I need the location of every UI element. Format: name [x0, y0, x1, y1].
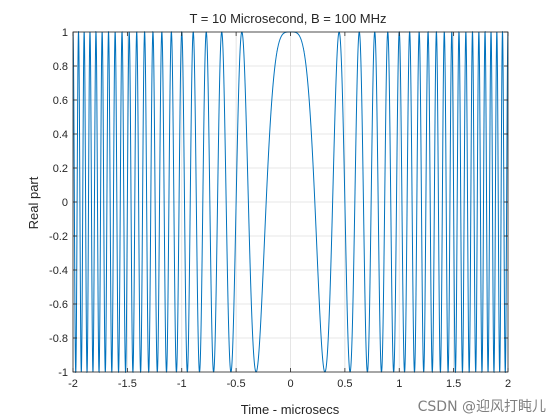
- y-tick-label: 0.8: [53, 61, 68, 73]
- x-tick-label: 1: [396, 378, 402, 390]
- y-tick-label: 1: [62, 27, 68, 39]
- y-tick-label: 0.6: [53, 95, 68, 107]
- x-tick-label: -2: [68, 378, 78, 390]
- x-tick-label: 0.5: [337, 378, 352, 390]
- y-tick-label: -0.6: [49, 299, 68, 311]
- chart-title: T = 10 Microsecond, B = 100 MHz: [189, 11, 386, 26]
- watermark: CSDN @迎风打盹儿: [417, 399, 546, 415]
- y-tick-label: 0.4: [53, 129, 68, 141]
- y-tick-label: -1: [58, 367, 68, 379]
- x-axis-label: Time - microsecs: [241, 402, 340, 417]
- y-tick-label: -0.2: [49, 231, 68, 243]
- x-tick-label: -1.5: [118, 378, 137, 390]
- x-tick-label: 0: [287, 378, 293, 390]
- y-tick-label: -0.4: [49, 265, 68, 277]
- x-tick-label: 1.5: [446, 378, 461, 390]
- y-tick-label: 0: [62, 197, 68, 209]
- axis-ticks: -2 -1.5 -1 -0.5 0 0.5 1 1.5 2 -1 -0.8 -0.6 -0.4 -0.2 0…: [49, 27, 511, 390]
- x-tick-label: 2: [505, 378, 511, 390]
- x-tick-label: -1: [177, 378, 187, 390]
- y-tick-label: 0.2: [53, 163, 68, 175]
- y-tick-label: -0.8: [49, 333, 68, 345]
- y-axis-label: Real part: [26, 176, 41, 229]
- x-tick-label: -0.5: [227, 378, 246, 390]
